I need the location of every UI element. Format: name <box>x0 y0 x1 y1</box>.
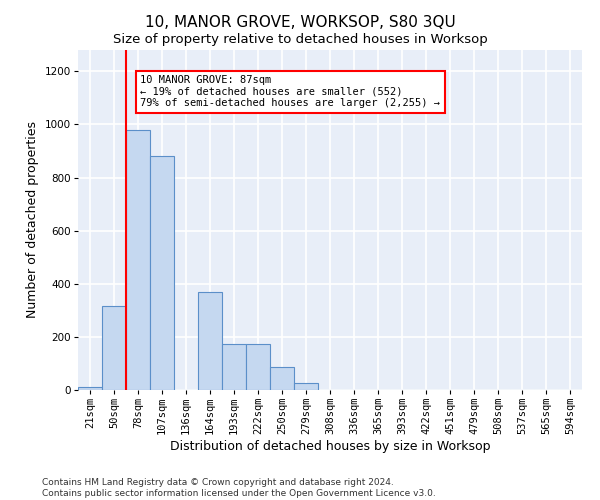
Bar <box>126 130 150 390</box>
Bar <box>222 344 246 390</box>
Bar <box>198 292 222 390</box>
Bar <box>78 388 102 390</box>
Text: 10, MANOR GROVE, WORKSOP, S80 3QU: 10, MANOR GROVE, WORKSOP, S80 3QU <box>145 15 455 30</box>
X-axis label: Distribution of detached houses by size in Worksop: Distribution of detached houses by size … <box>170 440 490 453</box>
Text: 10 MANOR GROVE: 87sqm
← 19% of detached houses are smaller (552)
79% of semi-det: 10 MANOR GROVE: 87sqm ← 19% of detached … <box>140 75 440 108</box>
Bar <box>150 156 174 390</box>
Y-axis label: Number of detached properties: Number of detached properties <box>26 122 39 318</box>
Bar <box>270 368 294 390</box>
Bar <box>246 344 270 390</box>
Bar <box>102 306 126 390</box>
Bar <box>294 384 318 390</box>
Text: Contains HM Land Registry data © Crown copyright and database right 2024.
Contai: Contains HM Land Registry data © Crown c… <box>42 478 436 498</box>
Text: Size of property relative to detached houses in Worksop: Size of property relative to detached ho… <box>113 32 487 46</box>
